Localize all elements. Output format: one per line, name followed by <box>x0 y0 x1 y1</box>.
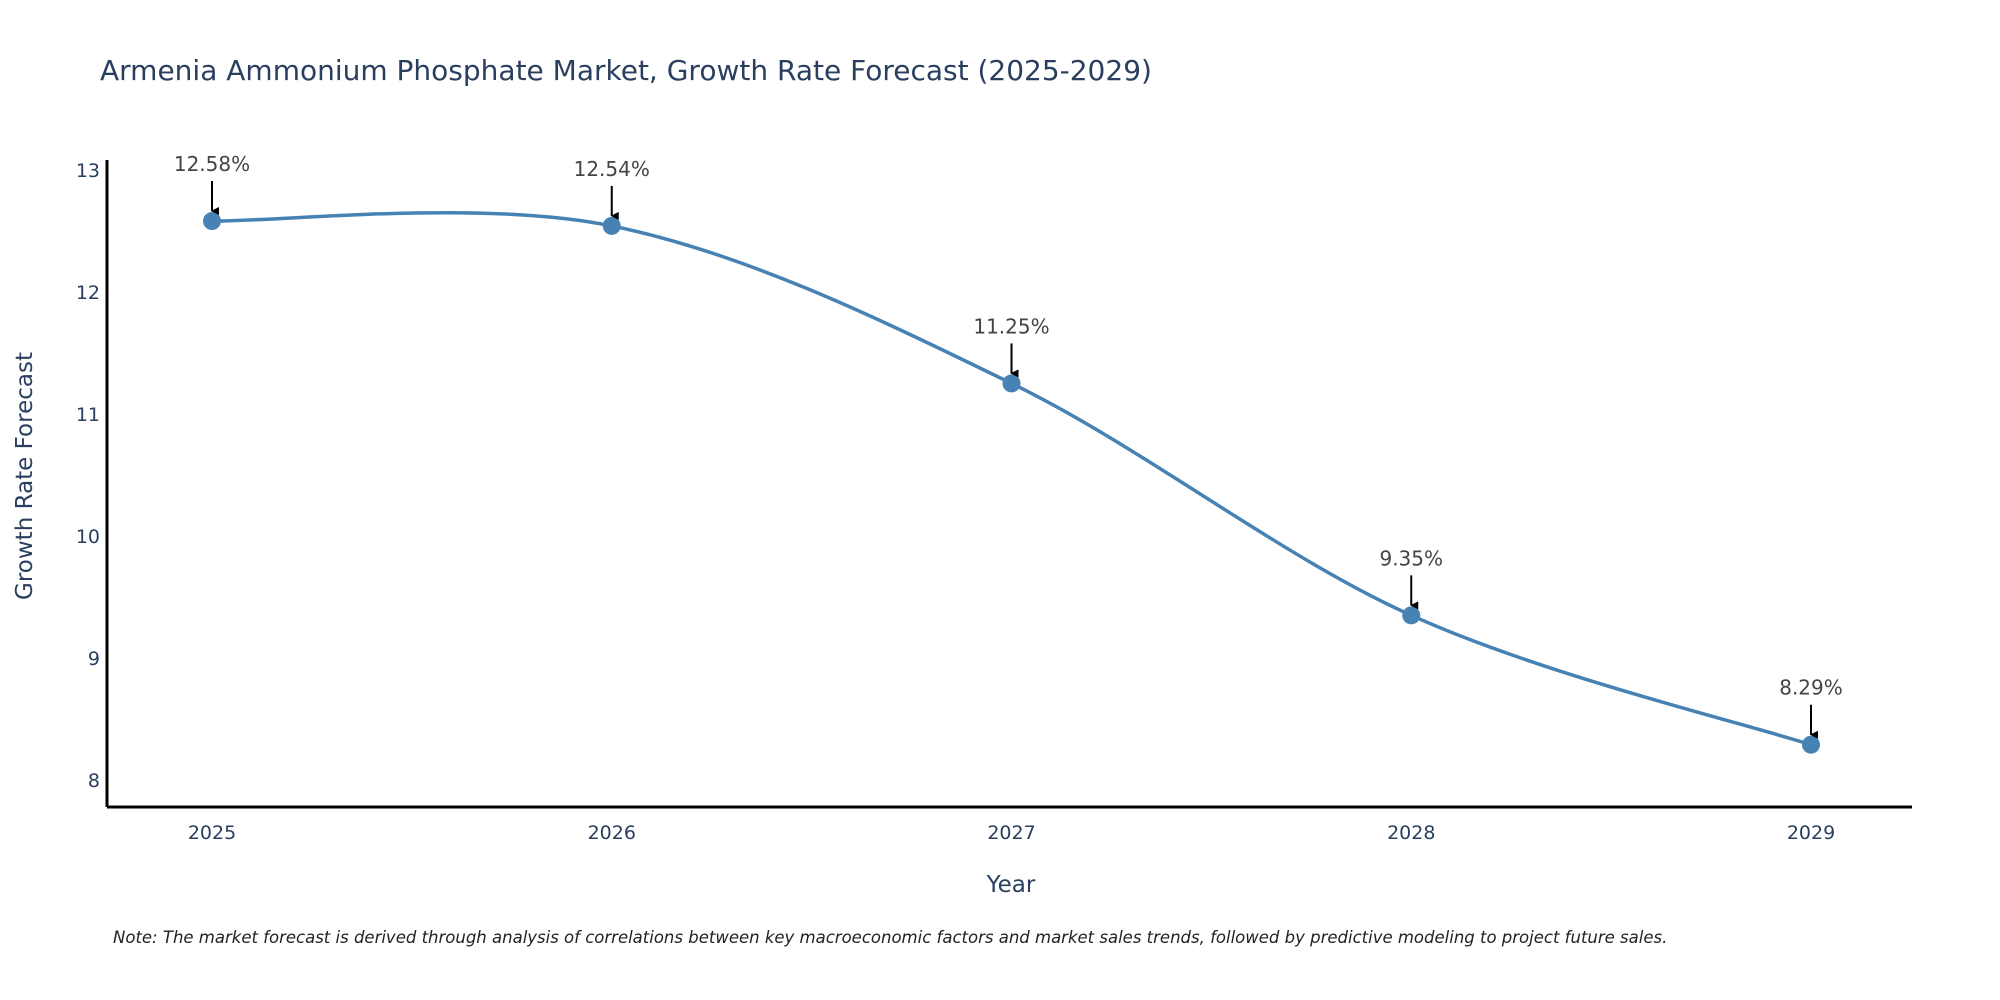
data-label: 11.25% <box>973 314 1049 338</box>
x-tick-label: 2029 <box>1787 822 1835 844</box>
y-axis-ticks: 8 9 10 11 12 13 <box>76 160 100 792</box>
data-point-marker <box>1402 606 1421 625</box>
y-tick-label: 10 <box>76 526 100 548</box>
y-tick-label: 11 <box>76 404 100 426</box>
data-label: 12.54% <box>574 157 650 181</box>
y-tick-label: 9 <box>88 648 100 670</box>
data-point-marker <box>203 212 221 231</box>
x-tick-label: 2027 <box>987 822 1035 844</box>
series-line <box>211 210 1812 747</box>
data-label: 8.29% <box>1779 676 1843 700</box>
y-tick-label: 12 <box>76 282 100 304</box>
x-axis-title: Year <box>986 872 1036 898</box>
data-label: 12.58% <box>174 152 250 176</box>
data-point-marker <box>1002 374 1021 393</box>
x-axis-ticks: 2025 2026 2027 2028 2029 <box>188 822 1835 844</box>
data-point-marker <box>1802 735 1820 754</box>
data-points <box>203 212 1820 754</box>
footnote: Note: The market forecast is derived thr… <box>113 928 1667 947</box>
y-axis-title: Growth Rate Forecast <box>12 352 38 600</box>
y-tick-label: 13 <box>76 160 100 182</box>
x-tick-label: 2025 <box>188 822 236 844</box>
data-label: 9.35% <box>1379 546 1443 570</box>
annotations: 12.58% 12.54% 11.25% 9.35% 8.29% <box>174 152 1843 739</box>
x-tick-label: 2026 <box>588 822 636 844</box>
data-point-marker <box>602 216 621 235</box>
y-tick-label: 8 <box>88 770 100 792</box>
x-tick-label: 2028 <box>1387 822 1435 844</box>
chart-title: Armenia Ammonium Phosphate Market, Growt… <box>100 54 1152 87</box>
